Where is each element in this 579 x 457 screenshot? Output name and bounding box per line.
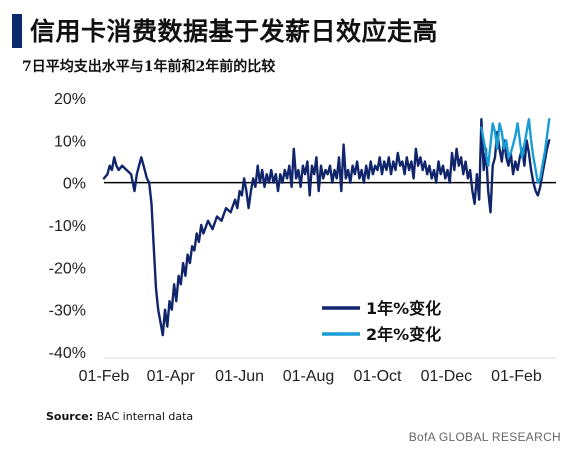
brand-label: BofA GLOBAL RESEARCH — [408, 430, 561, 444]
y-tick-label: -20% — [49, 260, 86, 277]
legend: 1年%变化 2年%变化 — [322, 299, 441, 344]
series-line-2 — [480, 118, 551, 184]
y-tick-label: 0% — [63, 176, 86, 193]
chart-subtitle: 7日平均支出水平与1年前和2年前的比较 — [22, 59, 276, 75]
y-tick-label: 10% — [54, 133, 86, 150]
chart-title: 信用卡消费数据基于发薪日效应走高 — [30, 17, 439, 46]
x-tick-label: 01-Feb — [79, 368, 130, 385]
source-label: Source: — [46, 410, 94, 423]
series-line-1 — [102, 118, 551, 337]
x-tick-label: 01-Dec — [421, 368, 473, 385]
series-group — [102, 118, 551, 337]
y-tick-label: -10% — [49, 218, 86, 235]
x-tick-label: 01-Aug — [283, 368, 335, 385]
x-axis: 01-Feb 01-Apr 01-Jun 01-Aug 01-Oct 01-Dec 01-F… — [79, 357, 556, 385]
x-tick-label: 01-Jun — [215, 368, 264, 385]
source-note: Source: BAC internal data — [46, 410, 193, 423]
y-tick-label: 20% — [54, 91, 86, 108]
legend-label-1: 1年%变化 — [366, 299, 441, 318]
title-accent-bar — [12, 14, 22, 48]
x-tick-label: 01-Oct — [353, 368, 402, 385]
y-axis: 20% 10% 0% -10% -20% -30% -40% — [49, 91, 86, 362]
legend-label-2: 2年%变化 — [366, 325, 441, 344]
y-tick-label: -30% — [49, 303, 86, 320]
x-tick-label: 01-Apr — [147, 368, 196, 385]
y-tick-label: -40% — [49, 345, 86, 362]
x-tick-label: 01-Feb — [491, 368, 542, 385]
source-text: BAC internal data — [96, 410, 194, 423]
